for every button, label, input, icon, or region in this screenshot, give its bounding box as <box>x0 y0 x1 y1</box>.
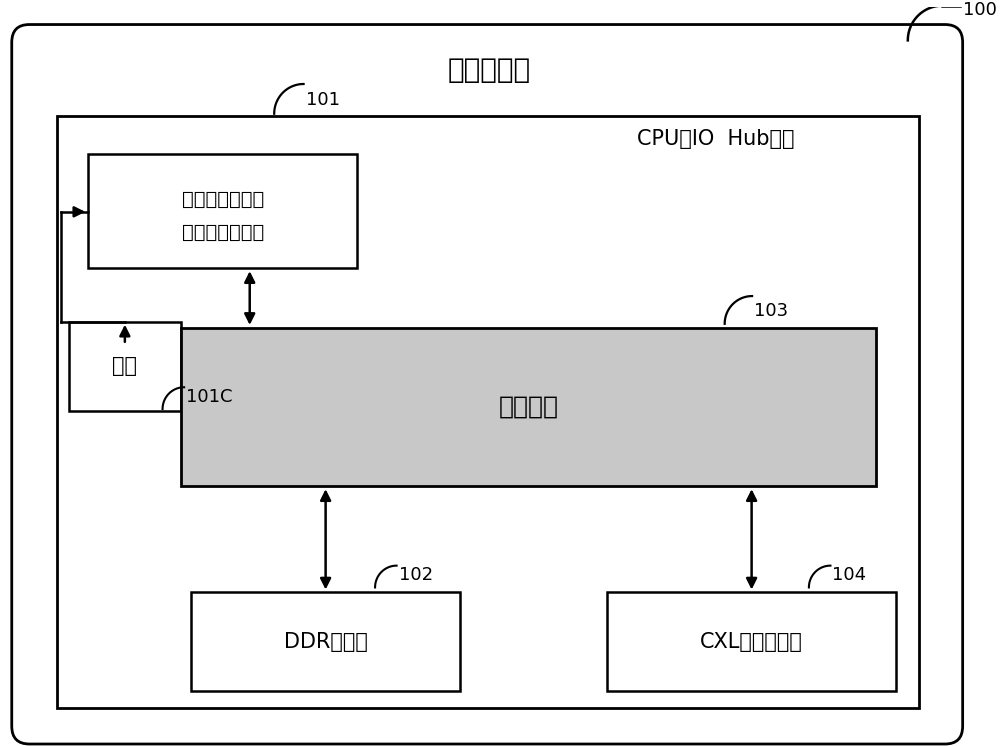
Text: 缓存: 缓存 <box>112 357 137 377</box>
Text: DDR控制器: DDR控制器 <box>284 632 368 652</box>
Text: 104: 104 <box>832 566 867 584</box>
Text: 多功能芯片: 多功能芯片 <box>448 56 531 84</box>
Text: 101C: 101C <box>186 388 233 406</box>
Text: 100: 100 <box>963 1 997 19</box>
Text: 102: 102 <box>399 566 433 584</box>
Text: 101: 101 <box>306 91 340 109</box>
Text: 逻辑与缓存单元: 逻辑与缓存单元 <box>182 223 264 242</box>
Bar <box>607 592 896 692</box>
Bar <box>191 592 460 692</box>
Text: 103: 103 <box>754 302 788 320</box>
FancyBboxPatch shape <box>12 25 963 744</box>
Text: CPU的IO  Hub芯片: CPU的IO Hub芯片 <box>637 130 794 149</box>
Text: 互联总线: 互联总线 <box>499 395 559 419</box>
Bar <box>69 322 181 411</box>
Text: CXL设备控制器: CXL设备控制器 <box>700 632 803 652</box>
Bar <box>57 116 919 709</box>
Text: 一致性缓存控制: 一致性缓存控制 <box>182 189 264 208</box>
Bar <box>88 154 357 269</box>
Bar <box>181 327 876 486</box>
